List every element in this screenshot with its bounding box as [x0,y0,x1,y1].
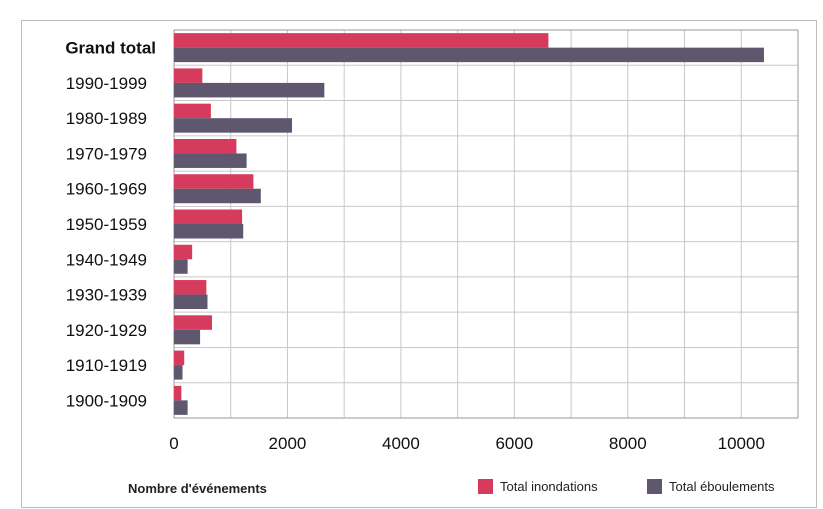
bar-inondations [174,68,203,83]
y-tick-label: 1960-1969 [66,180,147,199]
bar-inondations [174,244,193,260]
x-tick-label: 10000 [718,434,765,453]
bar-eboulements [174,82,325,98]
x-axis-title: Nombre d'événements [128,481,267,496]
chart-border [21,20,817,508]
y-tick-label: 1900-1909 [66,391,147,410]
x-tick-label: 4000 [382,434,420,453]
legend-item-eboulements: Total éboulements [647,479,775,494]
legend-swatch-inondations [478,479,493,494]
legend-swatch-eboulements [647,479,662,494]
x-tick-label: 2000 [269,434,307,453]
bar-inondations [174,350,185,366]
bar-eboulements [174,365,183,380]
x-tick-label: 6000 [495,434,533,453]
bar-inondations [174,138,237,154]
bar-inondations [174,33,549,48]
bar-inondations [174,280,207,295]
bar-eboulements [174,400,188,415]
bar-eboulements [174,153,247,168]
y-tick-label: 1920-1929 [66,321,147,340]
y-tick-label: Grand total [65,39,156,58]
y-tick-label: 1980-1989 [66,109,147,128]
x-tick-label: 0 [169,434,178,453]
bar-inondations [174,174,254,189]
legend-label-eboulements: Total éboulements [669,479,775,494]
bar-inondations [174,209,243,224]
y-tick-label: 1910-1919 [66,356,147,375]
bar-inondations [174,103,211,119]
y-tick-label: 1950-1959 [66,215,147,234]
bar-eboulements [174,47,764,63]
y-tick-label: 1930-1939 [66,286,147,305]
bar-eboulements [174,329,201,345]
bar-eboulements [174,294,208,310]
y-tick-label: 1940-1949 [66,250,147,269]
bar-eboulements [174,259,188,274]
bar-inondations [174,385,182,401]
bar-eboulements [174,224,244,239]
bar-eboulements [174,188,261,204]
legend-item-inondations: Total inondations [478,479,598,494]
bar-inondations [174,315,213,330]
bar-eboulements [174,118,292,133]
y-tick-label: 1970-1979 [66,144,147,163]
x-tick-label: 8000 [609,434,647,453]
legend-label-inondations: Total inondations [500,479,598,494]
y-tick-label: 1990-1999 [66,74,147,93]
